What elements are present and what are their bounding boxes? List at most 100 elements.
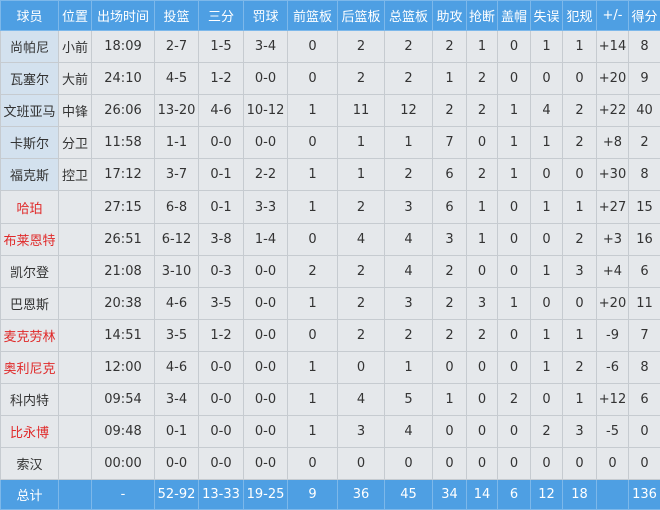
cell-assists: 0 bbox=[432, 447, 467, 481]
cell-blocks: 1 bbox=[497, 286, 531, 320]
cell-steals: 2 bbox=[466, 94, 498, 128]
cell-player[interactable]: 哈珀 bbox=[0, 190, 59, 224]
header-off-reb: 前篮板 bbox=[287, 0, 338, 31]
cell-minutes: 17:12 bbox=[91, 158, 155, 192]
cell-position bbox=[58, 447, 92, 481]
cell-player[interactable]: 麦克劳林 bbox=[0, 318, 59, 352]
cell-turnovers: 0 bbox=[530, 447, 563, 481]
cell-points: 7 bbox=[628, 318, 660, 352]
cell-minutes: 20:38 bbox=[91, 286, 155, 320]
cell-player[interactable]: 索汉 bbox=[0, 447, 59, 481]
cell-three-pt: 1-2 bbox=[198, 318, 244, 352]
cell-points: 6 bbox=[628, 254, 660, 288]
cell-blocks: 1 bbox=[497, 94, 531, 128]
cell-assists: 1 bbox=[432, 62, 467, 96]
table-row: 凯尔登 21:08 3-10 0-3 0-0 2 2 4 2 0 0 1 3 +4 6 bbox=[0, 254, 660, 288]
cell-player[interactable]: 瓦塞尔 bbox=[0, 62, 59, 96]
cell-blocks: 1 bbox=[497, 158, 531, 192]
cell-player[interactable]: 布莱恩特 bbox=[0, 222, 59, 256]
cell-steals: 2 bbox=[466, 62, 498, 96]
cell-ft: 0-0 bbox=[243, 350, 288, 385]
header-minutes: 出场时间 bbox=[91, 0, 155, 31]
cell-steals: 1 bbox=[466, 190, 498, 224]
cell-player[interactable]: 文班亚马 bbox=[0, 94, 59, 128]
cell-points: 6 bbox=[628, 383, 660, 417]
table-row: 麦克劳林 14:51 3-5 1-2 0-0 0 2 2 2 2 0 1 1 -9 7 bbox=[0, 318, 660, 352]
cell-fg: 4-6 bbox=[154, 286, 199, 320]
cell-assists: 6 bbox=[432, 158, 467, 192]
header-player: 球员 bbox=[0, 0, 59, 31]
cell-three-pt: 0-0 bbox=[198, 447, 244, 481]
cell-fg: 0-1 bbox=[154, 415, 199, 449]
header-points: 得分 bbox=[628, 0, 660, 31]
cell-blocks: 0 bbox=[497, 318, 531, 352]
cell-assists: 0 bbox=[432, 415, 467, 449]
table-row: 科内特 09:54 3-4 0-0 0-0 1 4 5 1 0 2 0 1 +12 6 bbox=[0, 383, 660, 417]
cell-minutes: 09:48 bbox=[91, 415, 155, 449]
cell-three-pt: 3-5 bbox=[198, 286, 244, 320]
cell-three-pt: 1-2 bbox=[198, 62, 244, 96]
cell-ft: 0-0 bbox=[243, 62, 288, 96]
total-def-reb: 36 bbox=[337, 479, 385, 510]
cell-three-pt: 0-0 bbox=[198, 350, 244, 385]
total-off-reb: 9 bbox=[287, 479, 338, 510]
header-ft: 罚球 bbox=[243, 0, 288, 31]
cell-steals: 0 bbox=[466, 447, 498, 481]
header-fouls: 犯规 bbox=[562, 0, 597, 31]
cell-fouls: 1 bbox=[562, 29, 597, 64]
header-assists: 助攻 bbox=[432, 0, 467, 31]
cell-player[interactable]: 卡斯尔 bbox=[0, 126, 59, 160]
cell-plus-minus: +22 bbox=[596, 94, 629, 128]
cell-points: 2 bbox=[628, 126, 660, 160]
cell-position bbox=[58, 383, 92, 417]
cell-assists: 6 bbox=[432, 190, 467, 224]
cell-fg: 2-7 bbox=[154, 29, 199, 64]
cell-player[interactable]: 比永博 bbox=[0, 415, 59, 449]
cell-blocks: 0 bbox=[497, 62, 531, 96]
header-turnovers: 失误 bbox=[530, 0, 563, 31]
cell-minutes: 24:10 bbox=[91, 62, 155, 96]
cell-ft: 0-0 bbox=[243, 126, 288, 160]
cell-player[interactable]: 尚帕尼 bbox=[0, 29, 59, 64]
cell-player[interactable]: 科内特 bbox=[0, 383, 59, 417]
cell-tot-reb: 12 bbox=[384, 94, 433, 128]
total-tot-reb: 45 bbox=[384, 479, 433, 510]
cell-assists: 2 bbox=[432, 94, 467, 128]
cell-minutes: 18:09 bbox=[91, 29, 155, 64]
cell-player[interactable]: 凯尔登 bbox=[0, 254, 59, 288]
cell-three-pt: 0-1 bbox=[198, 190, 244, 224]
cell-position: 小前 bbox=[58, 29, 92, 64]
cell-player[interactable]: 巴恩斯 bbox=[0, 286, 59, 320]
cell-tot-reb: 2 bbox=[384, 158, 433, 192]
cell-ft: 0-0 bbox=[243, 286, 288, 320]
cell-minutes: 00:00 bbox=[91, 447, 155, 481]
cell-tot-reb: 1 bbox=[384, 350, 433, 385]
cell-steals: 2 bbox=[466, 318, 498, 352]
cell-off-reb: 1 bbox=[287, 190, 338, 224]
cell-player[interactable]: 奥利尼克 bbox=[0, 350, 59, 385]
cell-points: 8 bbox=[628, 158, 660, 192]
header-def-reb: 后篮板 bbox=[337, 0, 385, 31]
cell-ft: 3-3 bbox=[243, 190, 288, 224]
cell-tot-reb: 2 bbox=[384, 29, 433, 64]
cell-turnovers: 1 bbox=[530, 29, 563, 64]
cell-turnovers: 2 bbox=[530, 415, 563, 449]
header-fg: 投篮 bbox=[154, 0, 199, 31]
cell-plus-minus: +27 bbox=[596, 190, 629, 224]
cell-steals: 3 bbox=[466, 286, 498, 320]
cell-steals: 0 bbox=[466, 126, 498, 160]
cell-off-reb: 0 bbox=[287, 318, 338, 352]
cell-position bbox=[58, 190, 92, 224]
cell-blocks: 0 bbox=[497, 190, 531, 224]
cell-off-reb: 0 bbox=[287, 126, 338, 160]
cell-turnovers: 0 bbox=[530, 383, 563, 417]
cell-turnovers: 1 bbox=[530, 190, 563, 224]
cell-fg: 4-5 bbox=[154, 62, 199, 96]
cell-def-reb: 0 bbox=[337, 447, 385, 481]
cell-blocks: 1 bbox=[497, 126, 531, 160]
cell-fouls: 0 bbox=[562, 158, 597, 192]
cell-def-reb: 2 bbox=[337, 318, 385, 352]
cell-fouls: 1 bbox=[562, 318, 597, 352]
table-row: 布莱恩特 26:51 6-12 3-8 1-4 0 4 4 3 1 0 0 2 +3 16 bbox=[0, 222, 660, 256]
cell-player[interactable]: 福克斯 bbox=[0, 158, 59, 192]
